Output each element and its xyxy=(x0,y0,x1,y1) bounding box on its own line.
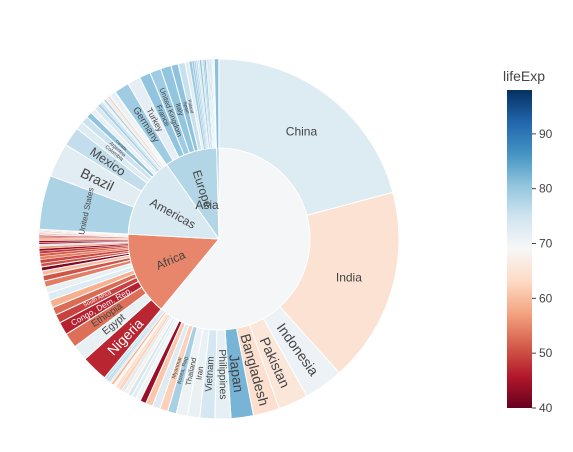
colorbar: lifeExp 40 50 60 70 80 90 xyxy=(503,68,553,415)
sector-oceania-country-1[interactable] xyxy=(218,58,220,149)
sunburst-plot: ChinaIndiaIndonesiaPakistanBangladeshJap… xyxy=(38,58,400,420)
colorbar-tick-label: 60 xyxy=(539,291,553,305)
colorbar-tick-label: 80 xyxy=(539,182,553,196)
colorbar-tick-label: 40 xyxy=(539,401,553,415)
sector-india[interactable] xyxy=(279,191,400,374)
colorbar-title: lifeExp xyxy=(503,68,545,84)
colorbar-scale xyxy=(507,90,532,408)
colorbar-tick-label: 50 xyxy=(539,346,553,360)
colorbar-tick-label: 90 xyxy=(539,127,553,141)
colorbar-tick-label: 70 xyxy=(539,237,553,251)
sector-china[interactable] xyxy=(218,58,394,217)
colorbar-ticks: 40 50 60 70 80 90 xyxy=(532,127,553,415)
